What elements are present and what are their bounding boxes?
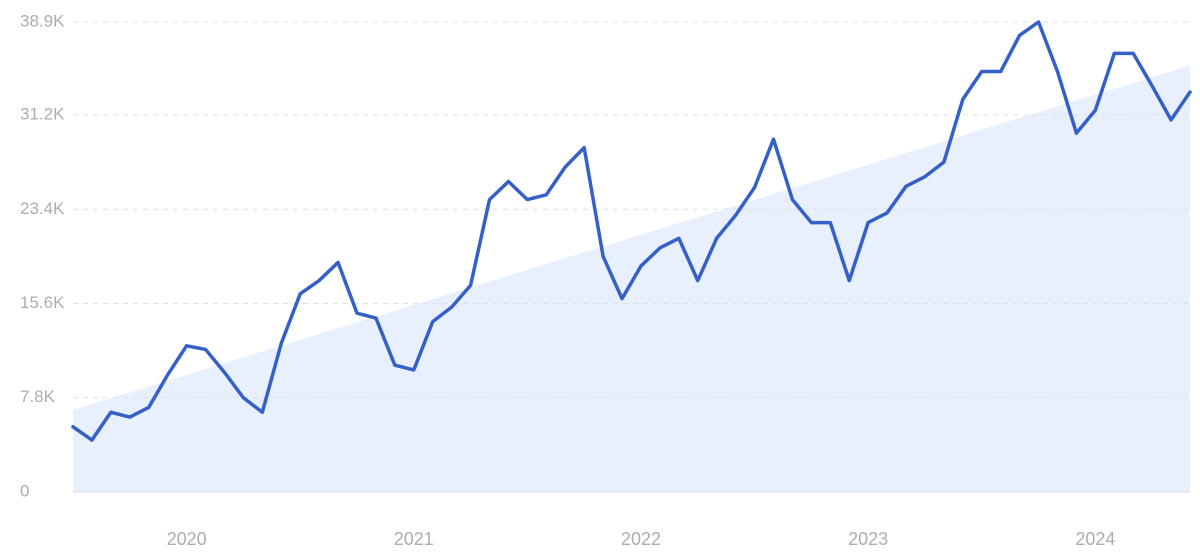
y-tick-label: 23.4K bbox=[20, 199, 65, 218]
y-tick-label: 38.9K bbox=[20, 11, 65, 30]
trend-area bbox=[73, 65, 1190, 492]
x-tick-label: 2020 bbox=[167, 529, 207, 549]
x-tick-label: 2021 bbox=[394, 529, 434, 549]
x-tick-label: 2022 bbox=[621, 529, 661, 549]
x-tick-label: 2023 bbox=[848, 529, 888, 549]
y-tick-label: 15.6K bbox=[20, 293, 65, 312]
x-tick-label: 2024 bbox=[1075, 529, 1115, 549]
line bbox=[71, 20, 1192, 442]
y-tick-label: 7.8K bbox=[20, 387, 56, 406]
y-tick-label: 31.2K bbox=[20, 105, 65, 124]
y-tick-label: 0 bbox=[20, 481, 29, 500]
